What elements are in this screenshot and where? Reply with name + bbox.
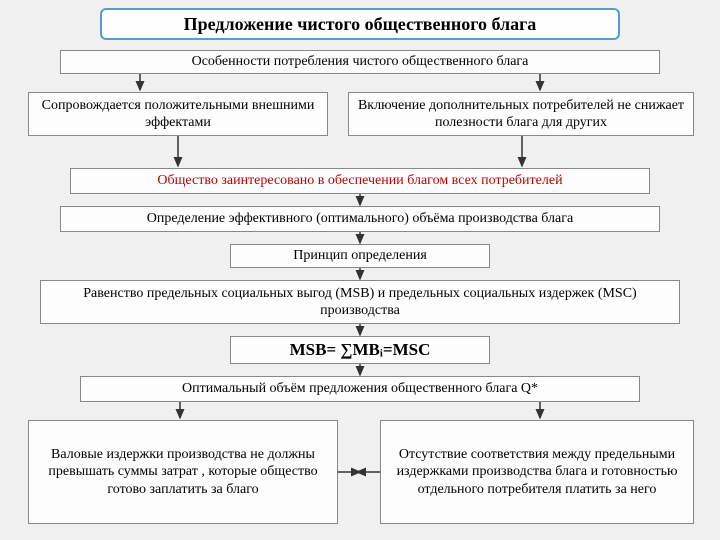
formula-box: MSB= ∑MBᵢ=MSC xyxy=(230,336,490,364)
subtitle-text: Особенности потребления чистого обществе… xyxy=(192,53,529,71)
right-feature-text: Включение дополнительных потребителей не… xyxy=(357,97,685,132)
determination-text: Определение эффективного (оптимального) … xyxy=(147,210,573,228)
determination-box: Определение эффективного (оптимального) … xyxy=(60,206,660,232)
bottom-right-text: Отсутствие соответствия между предельным… xyxy=(389,446,685,499)
society-text: Общество заинтересовано в обеспечении бл… xyxy=(157,172,562,190)
bottom-left-box: Валовые издержки производства не должны … xyxy=(28,420,338,524)
title-text: Предложение чистого общественного блага xyxy=(184,13,537,36)
principle-box: Принцип определения xyxy=(230,244,490,268)
formula-text: MSB= ∑MBᵢ=MSC xyxy=(290,339,431,360)
title-box: Предложение чистого общественного блага xyxy=(100,8,620,40)
society-box: Общество заинтересовано в обеспечении бл… xyxy=(70,168,650,194)
principle-text: Принцип определения xyxy=(293,247,427,265)
right-feature-box: Включение дополнительных потребителей не… xyxy=(348,92,694,136)
left-feature-text: Сопровождается положительными внешними э… xyxy=(37,97,319,132)
optimal-box: Оптимальный объём предложения общественн… xyxy=(80,376,640,402)
subtitle-box: Особенности потребления чистого обществе… xyxy=(60,50,660,74)
bottom-left-text: Валовые издержки производства не должны … xyxy=(37,446,329,499)
equality-box: Равенство предельных социальных выгод (M… xyxy=(40,280,680,324)
optimal-text: Оптимальный объём предложения общественн… xyxy=(182,380,538,398)
bottom-right-box: Отсутствие соответствия между предельным… xyxy=(380,420,694,524)
equality-text: Равенство предельных социальных выгод (M… xyxy=(49,285,671,320)
left-feature-box: Сопровождается положительными внешними э… xyxy=(28,92,328,136)
